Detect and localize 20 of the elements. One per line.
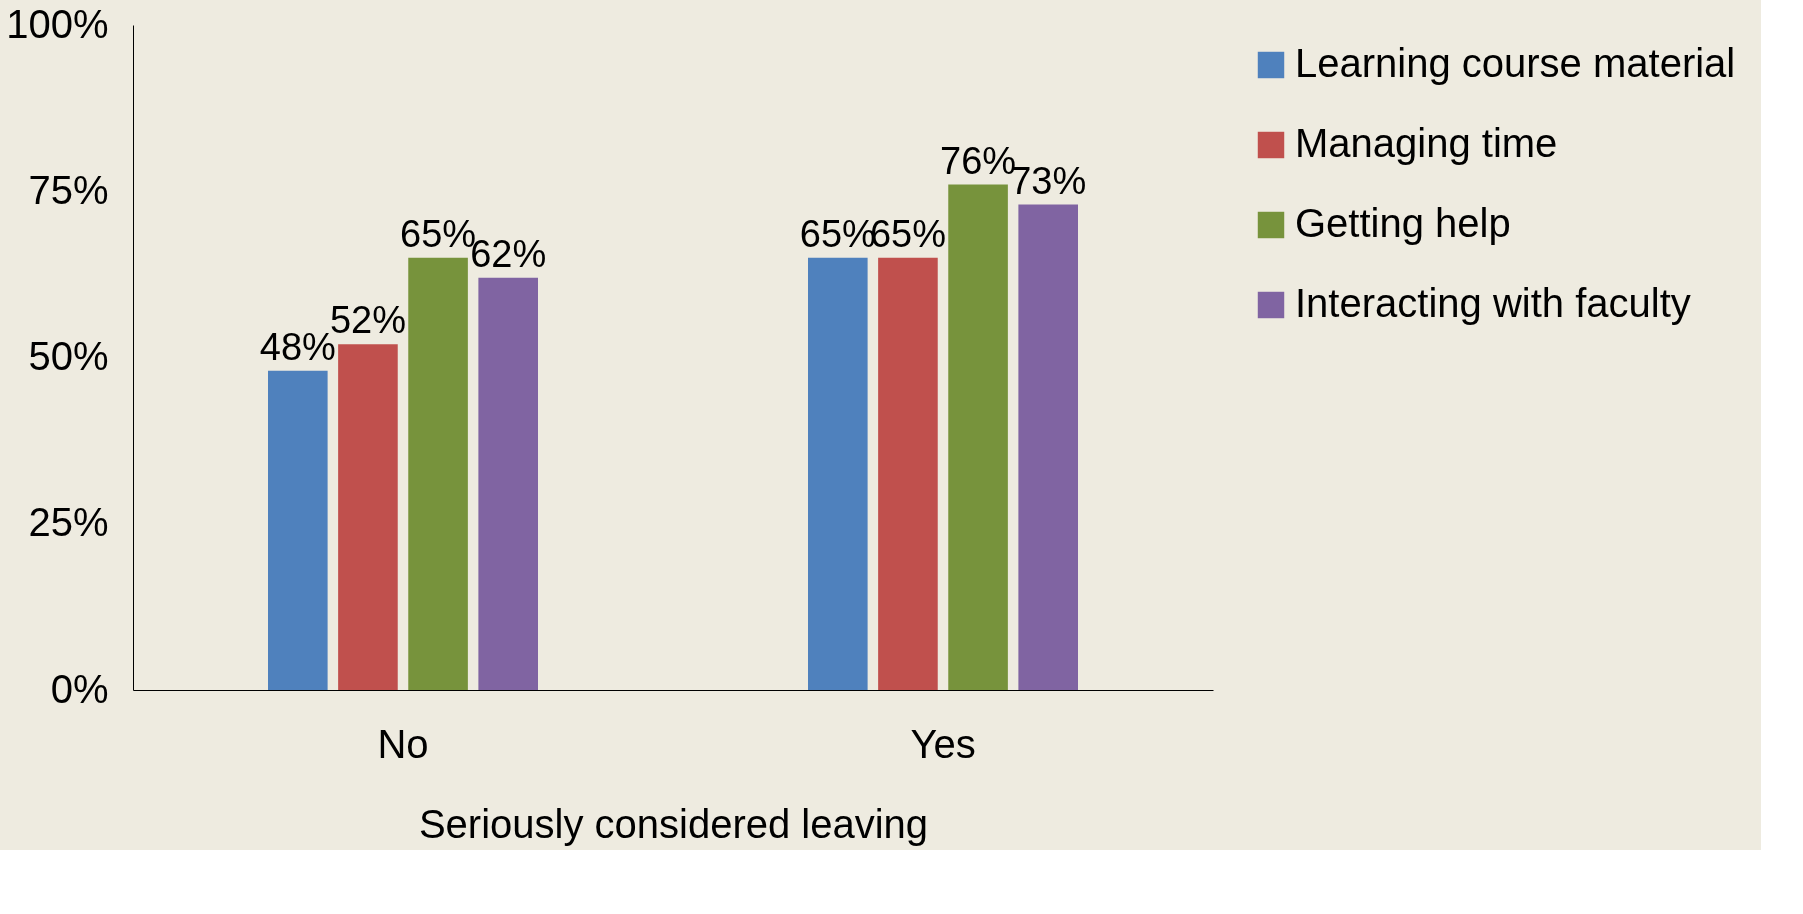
bar <box>878 257 938 690</box>
legend-label: Getting help <box>1295 201 1511 245</box>
bar <box>808 257 868 690</box>
legend-label: Interacting with faculty <box>1295 281 1691 325</box>
y-tick-label: 75% <box>28 167 109 212</box>
bar <box>268 370 328 690</box>
x-tick-label: No <box>377 721 429 766</box>
y-tick-label: 0% <box>50 666 109 711</box>
legend-label: Learning course material <box>1295 41 1736 85</box>
bar <box>478 277 538 690</box>
bar <box>338 344 398 690</box>
bar <box>1018 204 1078 690</box>
y-tick-label: 100% <box>6 1 109 46</box>
x-axis-title: Seriously considered leaving <box>418 801 929 846</box>
y-tick-label: 25% <box>28 500 109 545</box>
bar <box>408 257 468 690</box>
x-tick-label: Yes <box>910 721 976 766</box>
y-tick-label: 50% <box>28 334 109 378</box>
bar <box>948 184 1008 690</box>
legend-label: Managing time <box>1295 121 1558 165</box>
